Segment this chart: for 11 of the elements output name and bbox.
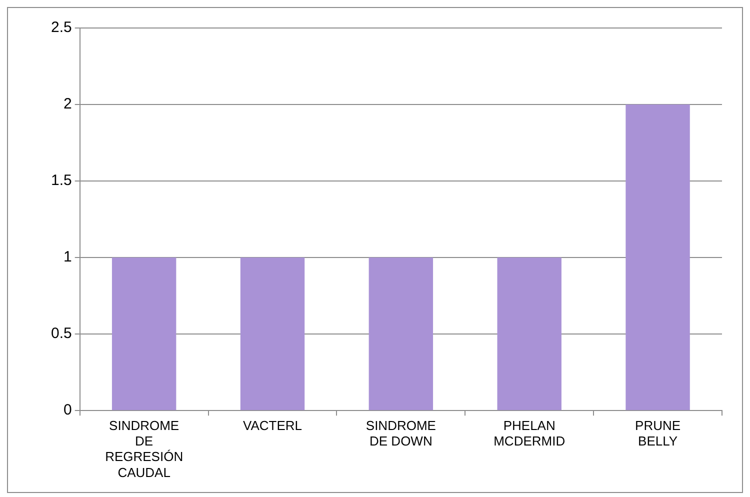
y-tick-label: 0.5: [50, 325, 72, 342]
y-tick-label: 2: [64, 96, 72, 113]
x-tick-label: SINDROME DE DOWN: [366, 418, 436, 449]
x-tick-label: PRUNE BELLY: [635, 418, 681, 449]
y-tick-label: 2.5: [50, 19, 72, 36]
y-tick-label: 1: [64, 248, 72, 266]
x-tick-label: VACTERL: [242, 418, 302, 433]
x-tick-label: PHELAN MCDERMID: [494, 418, 566, 449]
y-tick-label: 0: [64, 402, 72, 419]
y-tick-label: 1.5: [50, 172, 72, 190]
x-tick-label: SINDROME DE REGRESIÓN CAUDAL: [105, 418, 184, 480]
